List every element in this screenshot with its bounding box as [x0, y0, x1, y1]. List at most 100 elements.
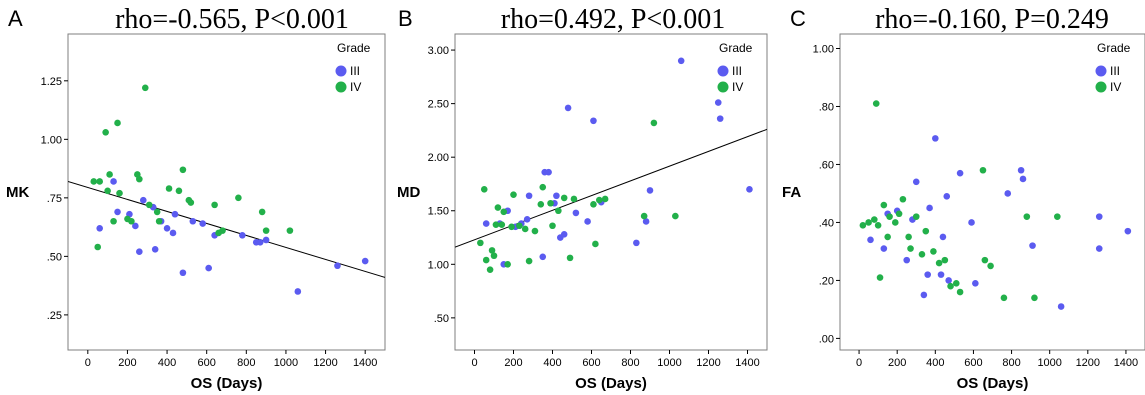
data-point-grade-iii — [972, 280, 979, 287]
data-point-grade-iv — [1000, 294, 1008, 302]
y-tick-label: 1.00 — [428, 259, 449, 271]
data-point-grade-iii — [968, 219, 975, 226]
y-tick-label: 2.00 — [428, 152, 449, 164]
data-point-grade-iv — [539, 183, 547, 191]
data-point-grade-iii — [926, 204, 933, 212]
data-point-grade-iv — [941, 256, 949, 264]
data-point-grade-iv — [884, 233, 891, 241]
legend-marker-iv — [717, 81, 729, 93]
chart-title: rho=-0.565, P<0.001 — [115, 4, 349, 35]
data-point-grade-iii — [539, 253, 547, 261]
panel-letter: B — [398, 6, 413, 31]
data-point-grade-iii — [151, 246, 159, 253]
x-tick-label: 600 — [582, 357, 600, 369]
y-tick-label: 1.50 — [428, 206, 449, 218]
data-point-grade-iii — [1004, 190, 1012, 197]
data-point-grade-iv — [482, 256, 490, 264]
data-point-grade-iii — [525, 192, 533, 200]
data-point-grade-iv — [981, 256, 989, 264]
data-point-grade-iii — [545, 168, 552, 176]
data-point-grade-iv — [601, 195, 609, 203]
data-point-grade-iv — [500, 208, 508, 216]
data-point-grade-iii — [560, 231, 568, 238]
data-point-grade-iv — [650, 119, 658, 127]
x-axis-label: OS (Days) — [191, 375, 263, 392]
data-point-grade-iii — [256, 239, 264, 246]
x-tick-label: 800 — [237, 357, 255, 369]
data-point-grade-iv — [590, 201, 597, 208]
data-point-grade-iv — [187, 199, 195, 206]
data-point-grade-iv — [876, 274, 884, 281]
data-point-grade-iv — [952, 280, 960, 287]
data-point-grade-iii — [179, 269, 187, 277]
data-point-grade-iii — [945, 277, 952, 284]
data-point-grade-iii — [1017, 166, 1025, 174]
data-point-grade-iv — [516, 222, 523, 230]
panel-letter: A — [8, 6, 23, 31]
chart-title: rho=-0.160, P=0.249 — [875, 4, 1109, 35]
data-point-grade-iv — [905, 233, 912, 241]
data-point-grade-iv — [672, 212, 679, 220]
y-axis-label: FA — [782, 184, 801, 201]
y-tick-label: .60 — [819, 159, 834, 171]
x-tick-label: 400 — [543, 357, 561, 369]
data-point-grade-iv — [211, 201, 218, 209]
x-tick-label: 200 — [118, 357, 136, 369]
data-point-grade-iii — [867, 236, 874, 244]
y-tick-label: .20 — [819, 275, 834, 287]
x-axis-label: OS (Days) — [957, 375, 1029, 392]
data-point-grade-iii — [523, 216, 531, 223]
data-point-grade-iii — [932, 135, 939, 142]
y-tick-label: 1.00 — [41, 134, 62, 146]
data-point-grade-iii — [139, 196, 147, 204]
data-point-grade-iv — [592, 240, 599, 248]
data-point-grade-iv — [235, 194, 242, 202]
data-point-grade-iv — [96, 178, 103, 185]
data-point-grade-iv — [219, 227, 226, 234]
plot-area — [839, 33, 1145, 351]
y-tick-label: .50 — [47, 251, 62, 263]
data-point-grade-iii — [482, 220, 490, 227]
data-point-grade-iii — [163, 224, 171, 232]
y-tick-label: .50 — [434, 313, 449, 325]
x-tick-label: 400 — [158, 357, 176, 369]
data-point-grade-iv — [596, 196, 603, 204]
data-point-grade-iii — [677, 57, 685, 65]
data-point-grade-iii — [114, 208, 121, 216]
data-point-grade-iv — [258, 208, 266, 216]
data-point-grade-iv — [979, 166, 987, 174]
data-point-grade-iv — [935, 259, 943, 267]
y-tick-label: 1.00 — [813, 43, 834, 55]
legend-marker-iii — [717, 65, 729, 77]
data-point-grade-iii — [584, 218, 591, 225]
data-point-grade-iv — [907, 245, 914, 252]
data-point-grade-iv — [262, 227, 270, 234]
y-tick-label: 3.00 — [428, 45, 449, 57]
data-point-grade-iv — [880, 201, 888, 209]
legend-label-iv: IV — [350, 80, 361, 94]
data-point-grade-iii — [633, 239, 640, 247]
legend-title: Grade — [337, 41, 371, 55]
data-point-grade-iv — [547, 199, 554, 207]
data-point-grade-iv — [537, 201, 545, 208]
data-point-grade-iv — [886, 213, 893, 220]
data-point-grade-iii — [239, 232, 246, 239]
x-tick-label: 0 — [85, 357, 91, 369]
data-point-grade-iv — [871, 216, 878, 223]
y-tick-label: .25 — [47, 310, 62, 322]
data-point-grade-iv — [508, 223, 515, 231]
x-tick-label: 800 — [1002, 357, 1020, 369]
x-tick-label: 1400 — [1114, 357, 1138, 369]
x-tick-label: 600 — [198, 357, 216, 369]
data-point-grade-iv — [525, 257, 533, 265]
data-point-grade-iv — [145, 201, 153, 209]
y-tick-label: 1.25 — [41, 76, 62, 88]
data-point-grade-iii — [572, 209, 580, 217]
data-point-grade-iv — [102, 129, 109, 136]
legend-marker-iii — [335, 65, 347, 77]
legend-label-iv: IV — [732, 80, 743, 94]
x-tick-label: 0 — [471, 357, 477, 369]
data-point-grade-iv — [549, 222, 556, 230]
x-tick-label: 1400 — [353, 357, 377, 369]
